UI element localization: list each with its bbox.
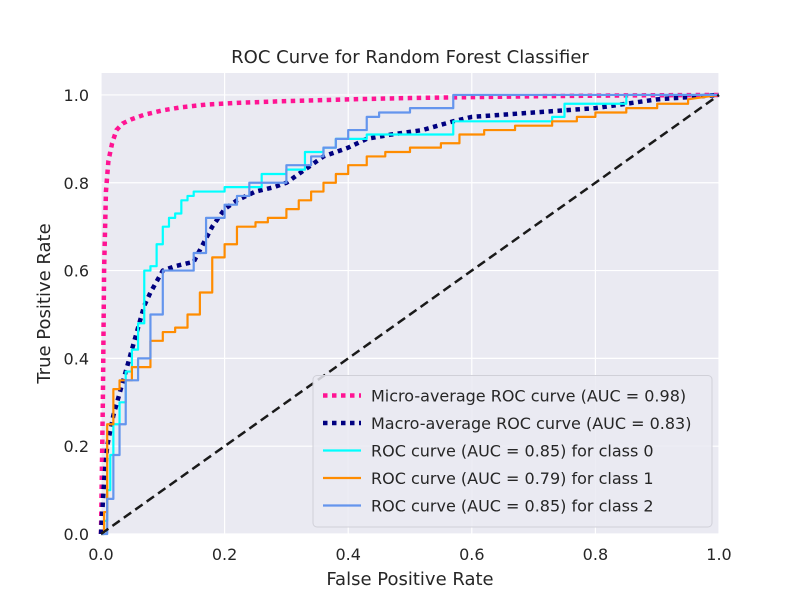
y-tick-label-4: 0.8 [64, 174, 89, 193]
legend-label-3: ROC curve (AUC = 0.79) for class 1 [371, 469, 654, 488]
series-lines [98, 92, 720, 536]
series-line-5 [100, 93, 720, 536]
legend-label-0: Micro-average ROC curve (AUC = 0.98) [371, 387, 686, 406]
y-tick-label-0: 0.0 [64, 525, 89, 544]
x-tick-label-4: 0.8 [583, 545, 608, 564]
x-tick-label-1: 0.2 [212, 545, 237, 564]
x-axis-label: False Positive Rate [326, 569, 493, 590]
series-line-4 [101, 93, 719, 536]
y-tick-label-5: 1.0 [64, 86, 89, 105]
y-axis-label: True Positive Rate [34, 223, 55, 384]
y-tick-label-3: 0.6 [64, 262, 89, 281]
y-tick-label-2: 0.4 [64, 349, 89, 368]
legend-box [312, 375, 713, 528]
series-line-2 [101, 93, 719, 536]
x-tick-label-2: 0.4 [335, 545, 360, 564]
legend-label-2: ROC curve (AUC = 0.85) for class 0 [371, 442, 654, 461]
legend-label-4: ROC curve (AUC = 0.85) for class 2 [371, 497, 654, 516]
y-tick-label-1: 0.2 [64, 437, 89, 456]
legend: Micro-average ROC curve (AUC = 0.98) Macr… [312, 375, 713, 528]
x-tick-label-0: 0.0 [88, 545, 113, 564]
x-tick-label-5: 1.0 [706, 545, 731, 564]
series-line-0 [98, 92, 720, 535]
chart-title: ROC Curve for Random Forest Classifier [231, 47, 589, 68]
legend-label-1: Macro-average ROC curve (AUC = 0.83) [371, 414, 691, 433]
tick-labels: 0.0 0.2 0.4 0.6 0.8 1.0 0.0 0.2 0.4 0.6 0.8 1.0 [64, 86, 732, 564]
x-tick-label-3: 0.6 [459, 545, 484, 564]
